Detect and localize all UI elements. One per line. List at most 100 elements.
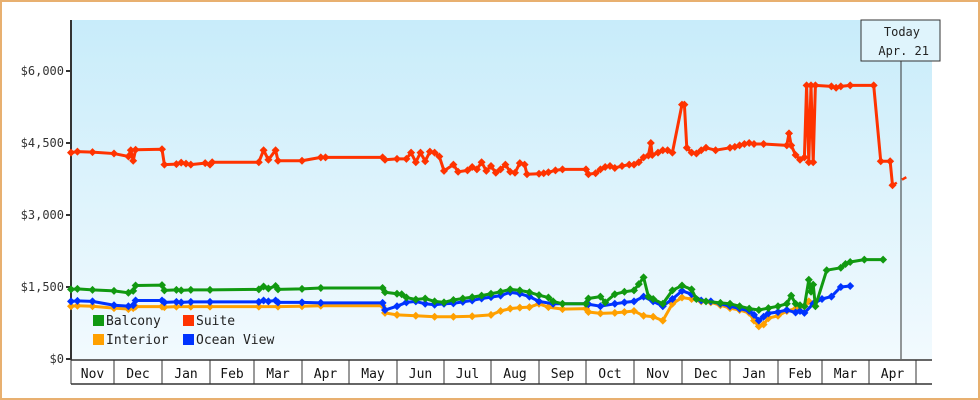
data-point[interactable] bbox=[800, 153, 809, 162]
data-point[interactable] bbox=[646, 139, 655, 147]
data-point[interactable] bbox=[271, 146, 280, 155]
data-point[interactable] bbox=[160, 160, 169, 169]
data-point[interactable] bbox=[160, 286, 169, 295]
data-point[interactable] bbox=[601, 298, 610, 307]
data-point[interactable] bbox=[88, 297, 97, 306]
data-point[interactable] bbox=[381, 306, 389, 315]
data-point[interactable] bbox=[468, 293, 477, 302]
data-point[interactable] bbox=[822, 266, 831, 275]
data-point[interactable] bbox=[506, 285, 515, 294]
data-point[interactable] bbox=[620, 287, 629, 296]
data-point[interactable] bbox=[430, 148, 439, 157]
data-point[interactable] bbox=[186, 285, 195, 294]
data-point[interactable] bbox=[421, 157, 430, 166]
data-point[interactable] bbox=[206, 285, 214, 294]
data-point[interactable] bbox=[435, 152, 444, 161]
data-point[interactable] bbox=[759, 139, 768, 148]
data-point[interactable] bbox=[487, 310, 495, 319]
data-point[interactable] bbox=[809, 158, 818, 167]
data-point[interactable] bbox=[416, 148, 425, 157]
data-point[interactable] bbox=[496, 287, 505, 296]
data-point[interactable] bbox=[506, 304, 515, 313]
data-point[interactable] bbox=[787, 141, 796, 150]
data-point[interactable] bbox=[610, 299, 619, 308]
data-point[interactable] bbox=[692, 295, 701, 303]
data-point[interactable] bbox=[264, 284, 273, 293]
data-point[interactable] bbox=[807, 81, 815, 90]
data-point[interactable] bbox=[804, 158, 813, 167]
data-point[interactable] bbox=[804, 275, 813, 284]
data-point[interactable] bbox=[811, 81, 820, 90]
data-point[interactable] bbox=[259, 146, 268, 155]
data-point[interactable] bbox=[774, 302, 782, 311]
data-point[interactable] bbox=[658, 146, 667, 155]
data-point[interactable] bbox=[649, 295, 658, 303]
data-point[interactable] bbox=[634, 158, 643, 167]
data-point[interactable] bbox=[639, 311, 648, 320]
data-point[interactable] bbox=[639, 292, 648, 301]
data-point[interactable] bbox=[73, 301, 82, 310]
legend-item-interior[interactable]: Interior bbox=[93, 333, 169, 348]
data-point[interactable] bbox=[658, 316, 667, 325]
data-point[interactable] bbox=[702, 143, 710, 152]
data-point[interactable] bbox=[515, 303, 524, 312]
data-point[interactable] bbox=[172, 297, 181, 306]
data-point[interactable] bbox=[678, 281, 686, 290]
data-point[interactable] bbox=[158, 145, 166, 154]
data-point[interactable] bbox=[687, 285, 696, 294]
data-point[interactable] bbox=[787, 291, 796, 300]
data-point[interactable] bbox=[402, 298, 411, 307]
data-point[interactable] bbox=[402, 293, 411, 302]
data-point[interactable] bbox=[393, 310, 401, 319]
data-point[interactable] bbox=[535, 291, 543, 300]
data-point[interactable] bbox=[754, 316, 763, 325]
data-point[interactable] bbox=[88, 285, 97, 294]
data-point[interactable] bbox=[378, 298, 387, 307]
data-point[interactable] bbox=[407, 148, 416, 157]
data-point[interactable] bbox=[73, 296, 82, 305]
data-point[interactable] bbox=[860, 255, 869, 264]
legend-item-suite[interactable]: Suite bbox=[183, 314, 235, 329]
data-point[interactable] bbox=[177, 286, 186, 295]
data-point[interactable] bbox=[411, 158, 420, 167]
data-point[interactable] bbox=[596, 292, 605, 301]
data-point[interactable] bbox=[316, 283, 325, 292]
data-point[interactable] bbox=[682, 143, 691, 152]
data-point[interactable] bbox=[680, 100, 689, 109]
data-point[interactable] bbox=[591, 169, 600, 178]
data-point[interactable] bbox=[131, 281, 140, 290]
data-point[interactable] bbox=[381, 288, 389, 297]
data-point[interactable] bbox=[88, 148, 97, 157]
data-point[interactable] bbox=[264, 297, 273, 306]
data-point[interactable] bbox=[254, 302, 263, 311]
data-point[interactable] bbox=[67, 297, 75, 306]
data-point[interactable] bbox=[620, 298, 629, 307]
data-point[interactable] bbox=[716, 298, 725, 307]
data-point[interactable] bbox=[186, 297, 195, 306]
data-point[interactable] bbox=[440, 166, 448, 175]
data-point[interactable] bbox=[88, 302, 97, 311]
data-point[interactable] bbox=[668, 148, 677, 157]
data-point[interactable] bbox=[750, 139, 758, 148]
data-point[interactable] bbox=[584, 170, 593, 179]
data-point[interactable] bbox=[618, 162, 626, 171]
legend-item-ocean-view[interactable]: Ocean View bbox=[183, 333, 274, 348]
data-point[interactable] bbox=[274, 298, 282, 307]
data-point[interactable] bbox=[668, 286, 677, 295]
data-point[interactable] bbox=[472, 165, 481, 174]
data-point[interactable] bbox=[411, 311, 420, 320]
data-point[interactable] bbox=[649, 312, 658, 321]
data-point[interactable] bbox=[544, 168, 553, 177]
data-point[interactable] bbox=[711, 146, 720, 155]
data-point[interactable] bbox=[67, 302, 75, 311]
data-point[interactable] bbox=[67, 285, 75, 294]
data-point[interactable] bbox=[544, 293, 553, 302]
data-point[interactable] bbox=[430, 297, 439, 306]
data-point[interactable] bbox=[487, 289, 495, 298]
data-point[interactable] bbox=[73, 147, 82, 156]
data-point[interactable] bbox=[397, 290, 406, 299]
data-point[interactable] bbox=[421, 294, 430, 303]
data-point[interactable] bbox=[818, 295, 826, 303]
data-point[interactable] bbox=[558, 305, 567, 314]
data-point[interactable] bbox=[454, 167, 463, 176]
